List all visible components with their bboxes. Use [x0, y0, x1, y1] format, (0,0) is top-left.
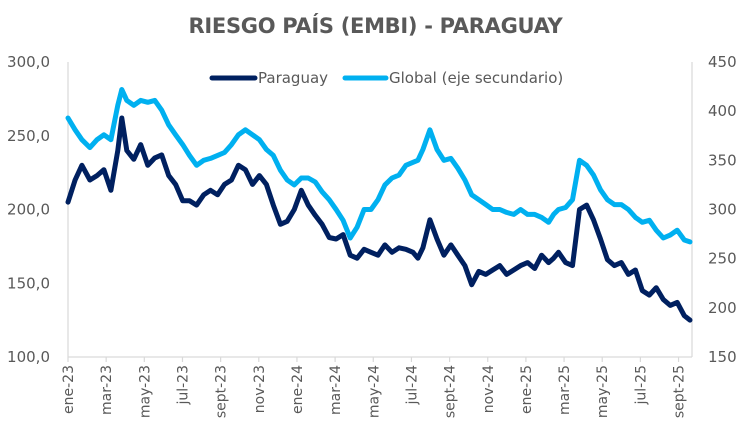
- x-tick-label: mar-25: [557, 365, 573, 415]
- x-axis-labels: ene-23 mar-23 may-23 jul-23 sept-23 nov-23 ene…: [61, 365, 688, 418]
- y-right-tick-label: 200: [708, 299, 737, 317]
- x-tick-label: may-24: [366, 365, 382, 418]
- legend-label-paraguay: Paraguay: [258, 69, 328, 87]
- axes: [67, 62, 693, 362]
- y-left-tick-label: 150,0: [7, 274, 50, 292]
- y-right-tick-label: 450: [708, 53, 737, 71]
- series-group: [65, 87, 693, 323]
- x-tick-label: sept-23: [214, 365, 230, 418]
- x-tick-label: ene-24: [290, 365, 306, 414]
- x-tick-label: nov-23: [252, 365, 268, 413]
- chart-title: RIESGO PAÍS (EMBI) - PARAGUAY: [188, 14, 563, 38]
- x-tick-label: may-25: [595, 365, 611, 418]
- y-right-tick-label: 400: [708, 102, 737, 120]
- y-axis-right-labels: 150 200 250 300 350 400 450: [708, 53, 737, 366]
- x-tick-label: nov-24: [481, 365, 497, 413]
- x-tick-label: jul-23: [175, 365, 191, 406]
- y-right-tick-label: 250: [708, 250, 737, 268]
- x-tick-label: mar-23: [99, 365, 115, 415]
- series-line-paraguay: [65, 115, 693, 323]
- x-tick-label: may-23: [137, 365, 153, 418]
- y-left-tick-label: 200,0: [7, 201, 50, 219]
- y-right-tick-label: 350: [708, 151, 737, 169]
- y-left-tick-label: 100,0: [7, 348, 50, 366]
- y-axis-left-labels: 100,0 150,0 200,0 250,0 300,0: [7, 53, 50, 366]
- x-tick-label: jul-24: [404, 365, 420, 406]
- y-left-tick-label: 300,0: [7, 53, 50, 71]
- x-tick-label: jul-25: [633, 365, 649, 406]
- legend: Paraguay Global (eje secundario): [209, 69, 563, 87]
- x-tick-label: mar-24: [328, 365, 344, 415]
- y-right-tick-label: 150: [708, 348, 737, 366]
- x-tick-label: sept-25: [672, 365, 688, 418]
- legend-label-global: Global (eje secundario): [389, 69, 563, 87]
- x-tick-label: ene-23: [61, 365, 77, 414]
- x-tick-label: ene-25: [519, 365, 535, 414]
- series-line-global: [65, 87, 693, 245]
- y-right-tick-label: 300: [708, 201, 737, 219]
- y-left-tick-label: 250,0: [7, 127, 50, 145]
- x-tick-label: sept-24: [443, 365, 459, 418]
